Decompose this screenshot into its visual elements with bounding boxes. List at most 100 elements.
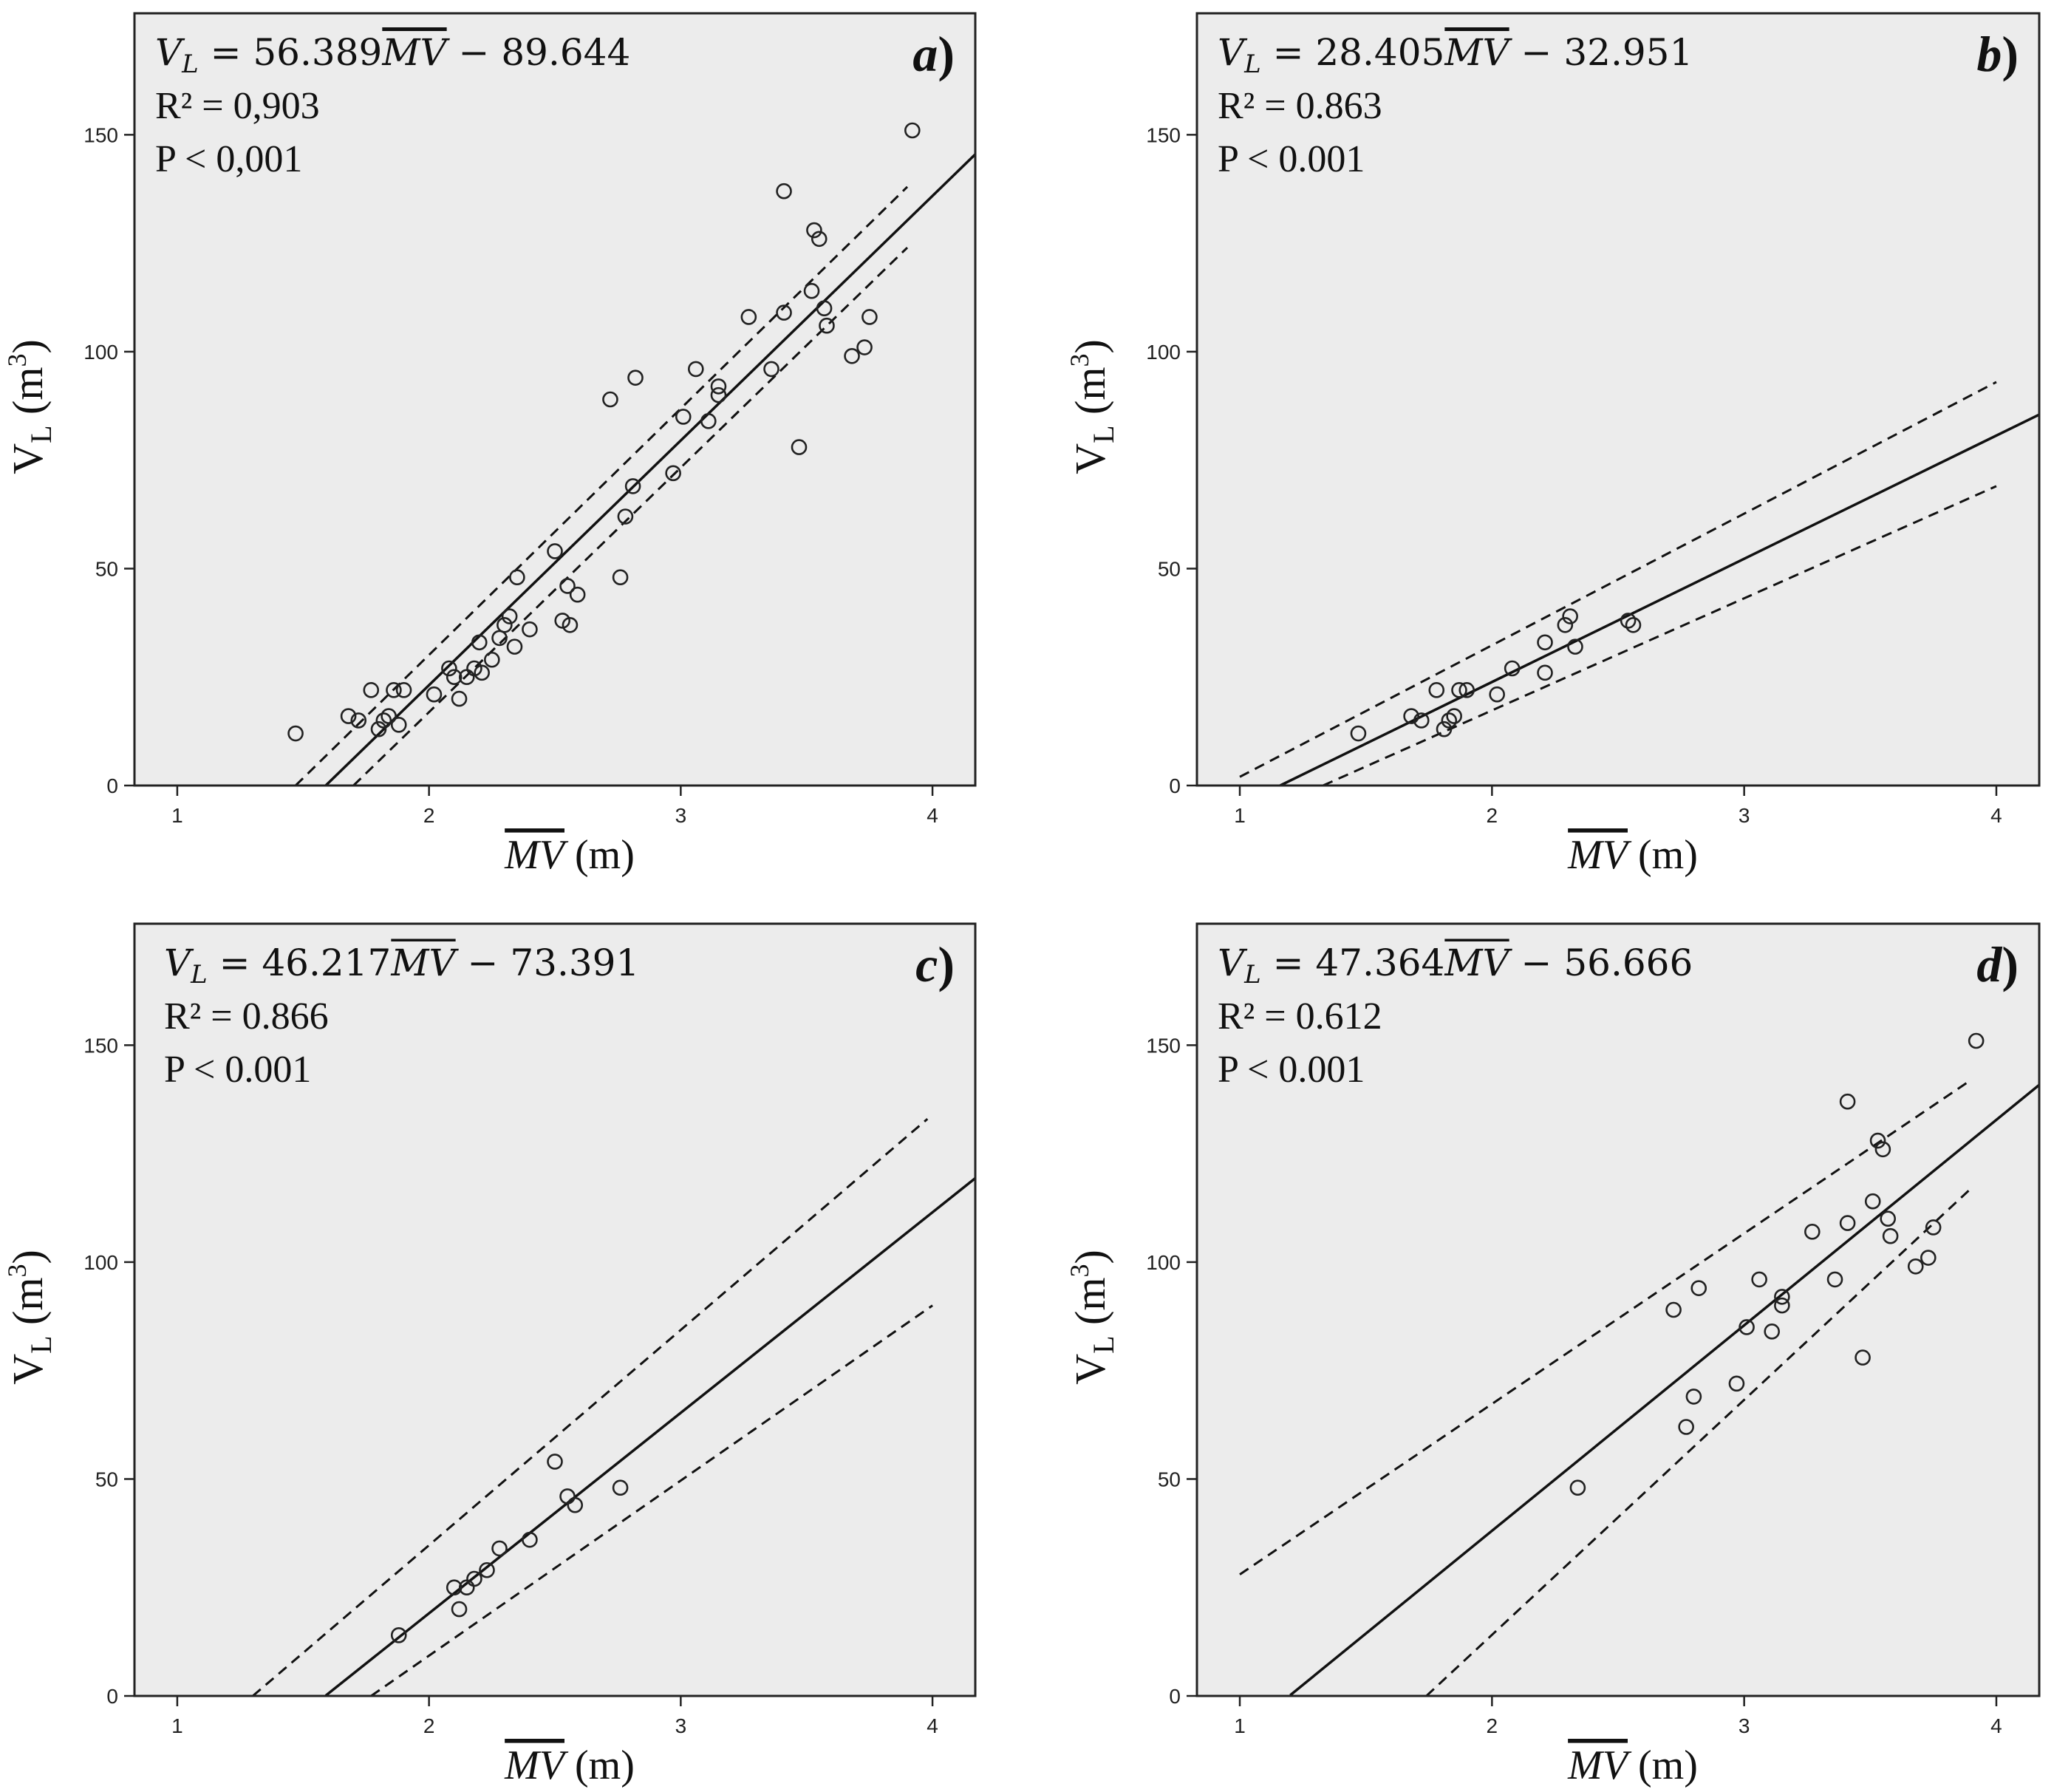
y-tick-label: 100 [1146, 1251, 1181, 1274]
data-point [497, 616, 513, 633]
data-point [1774, 1289, 1790, 1305]
y-axis-main: V [4, 443, 52, 474]
x-axis-label: MV (m) [504, 1742, 635, 1788]
y-tick-label: 150 [83, 123, 118, 146]
ci-lower-line [352, 246, 909, 786]
data-point [1907, 1258, 1924, 1275]
panel-letter-paren: ) [938, 936, 955, 992]
regression-line [1279, 413, 2039, 786]
y-axis-superscript: 3 [2, 354, 32, 367]
data-point [441, 660, 457, 677]
data-point [1537, 634, 1553, 651]
plot-frame [1195, 12, 2041, 787]
data-point [451, 690, 468, 707]
data-point [1569, 1479, 1586, 1496]
data-point [1678, 1419, 1694, 1435]
eq-coefficient: = 28.405 [1261, 31, 1445, 74]
y-tick-label: 50 [95, 557, 118, 580]
y-tick-label: 100 [83, 1251, 118, 1274]
data-point [386, 682, 402, 698]
data-point [1869, 1132, 1886, 1149]
data-point [816, 300, 833, 317]
data-point [904, 122, 921, 139]
y-tick-label: 0 [1169, 774, 1181, 797]
y-axis-main: V [1066, 443, 1114, 474]
r-squared-label: R² = 0.866 [164, 995, 329, 1038]
x-tick-label: 4 [927, 804, 938, 827]
data-point [1413, 712, 1430, 729]
data-point [1855, 1349, 1871, 1366]
eq-lhs-sub: L [1243, 960, 1261, 989]
plot-area [1197, 924, 2039, 1696]
data-point [1441, 712, 1458, 729]
panel-letter-paren: ) [2002, 936, 2019, 992]
data-point [562, 616, 579, 633]
data-point [1880, 1210, 1897, 1227]
data-point [1562, 608, 1578, 624]
data-point [776, 304, 792, 321]
data-point [819, 317, 835, 334]
data-point [426, 686, 443, 703]
data-point [1504, 660, 1521, 677]
x-axis-unit: (m) [564, 1742, 635, 1788]
data-point [602, 391, 618, 408]
data-point [1968, 1032, 1985, 1049]
panel-letter-char: b [1976, 26, 2002, 82]
panel-letter: c) [915, 936, 955, 992]
data-point [1665, 1301, 1682, 1318]
data-point [624, 478, 641, 494]
eq-mv: MV [390, 941, 459, 984]
plot-area [134, 13, 975, 786]
p-value-label: P < 0.001 [1218, 1049, 1365, 1091]
y-axis-close: ) [1066, 339, 1114, 353]
data-point [1839, 1215, 1856, 1231]
regression-equation: VL = 47.364MV − 56.666 [1218, 941, 1693, 989]
panel-letter: d) [1976, 936, 2019, 992]
regression-equation: VL = 46.217MV − 73.391 [164, 941, 639, 989]
y-tick-label: 50 [95, 1468, 118, 1491]
data-point [479, 1561, 495, 1578]
x-axis-mv: MV [504, 1742, 569, 1788]
data-point [700, 413, 717, 429]
data-point [381, 708, 397, 724]
data-point [1625, 616, 1642, 633]
eq-lhs: V [1218, 941, 1248, 984]
y-axis-unit: (m [1066, 1278, 1114, 1336]
y-axis-unit: (m [4, 367, 52, 426]
r-squared-label: R² = 0.612 [1218, 995, 1382, 1038]
panel-letter: b) [1976, 26, 2019, 82]
y-axis-subscript: L [1087, 425, 1120, 443]
plot-area [1197, 13, 2039, 786]
y-axis-superscript: 3 [1065, 1264, 1094, 1278]
x-tick-label: 1 [1234, 804, 1246, 827]
y-axis-label: VL (m3) [2, 1250, 58, 1385]
eq-coefficient: = 46.217 [208, 941, 392, 984]
y-axis-subscript: L [24, 1335, 58, 1353]
data-point [466, 660, 482, 677]
data-point [1728, 1375, 1745, 1392]
panel-letter-char: c [915, 936, 938, 992]
data-point [446, 669, 463, 686]
y-axis-close: ) [4, 339, 52, 353]
ci-lower-line [370, 1304, 933, 1696]
data-point [395, 682, 412, 698]
data-point [710, 386, 727, 403]
data-point [390, 1627, 407, 1643]
y-tick-label: 0 [1169, 1685, 1181, 1708]
data-point [484, 651, 500, 668]
data-point [1920, 1250, 1937, 1266]
data-point [1428, 682, 1445, 698]
data-point [363, 682, 380, 698]
y-axis-label: VL (m3) [1065, 1250, 1120, 1385]
data-point [763, 361, 779, 378]
data-point [740, 309, 757, 325]
x-tick-label: 2 [423, 804, 435, 827]
data-point [1350, 725, 1367, 742]
data-point [547, 543, 563, 559]
data-point [569, 586, 586, 603]
data-point [506, 638, 523, 655]
data-point [710, 378, 727, 395]
